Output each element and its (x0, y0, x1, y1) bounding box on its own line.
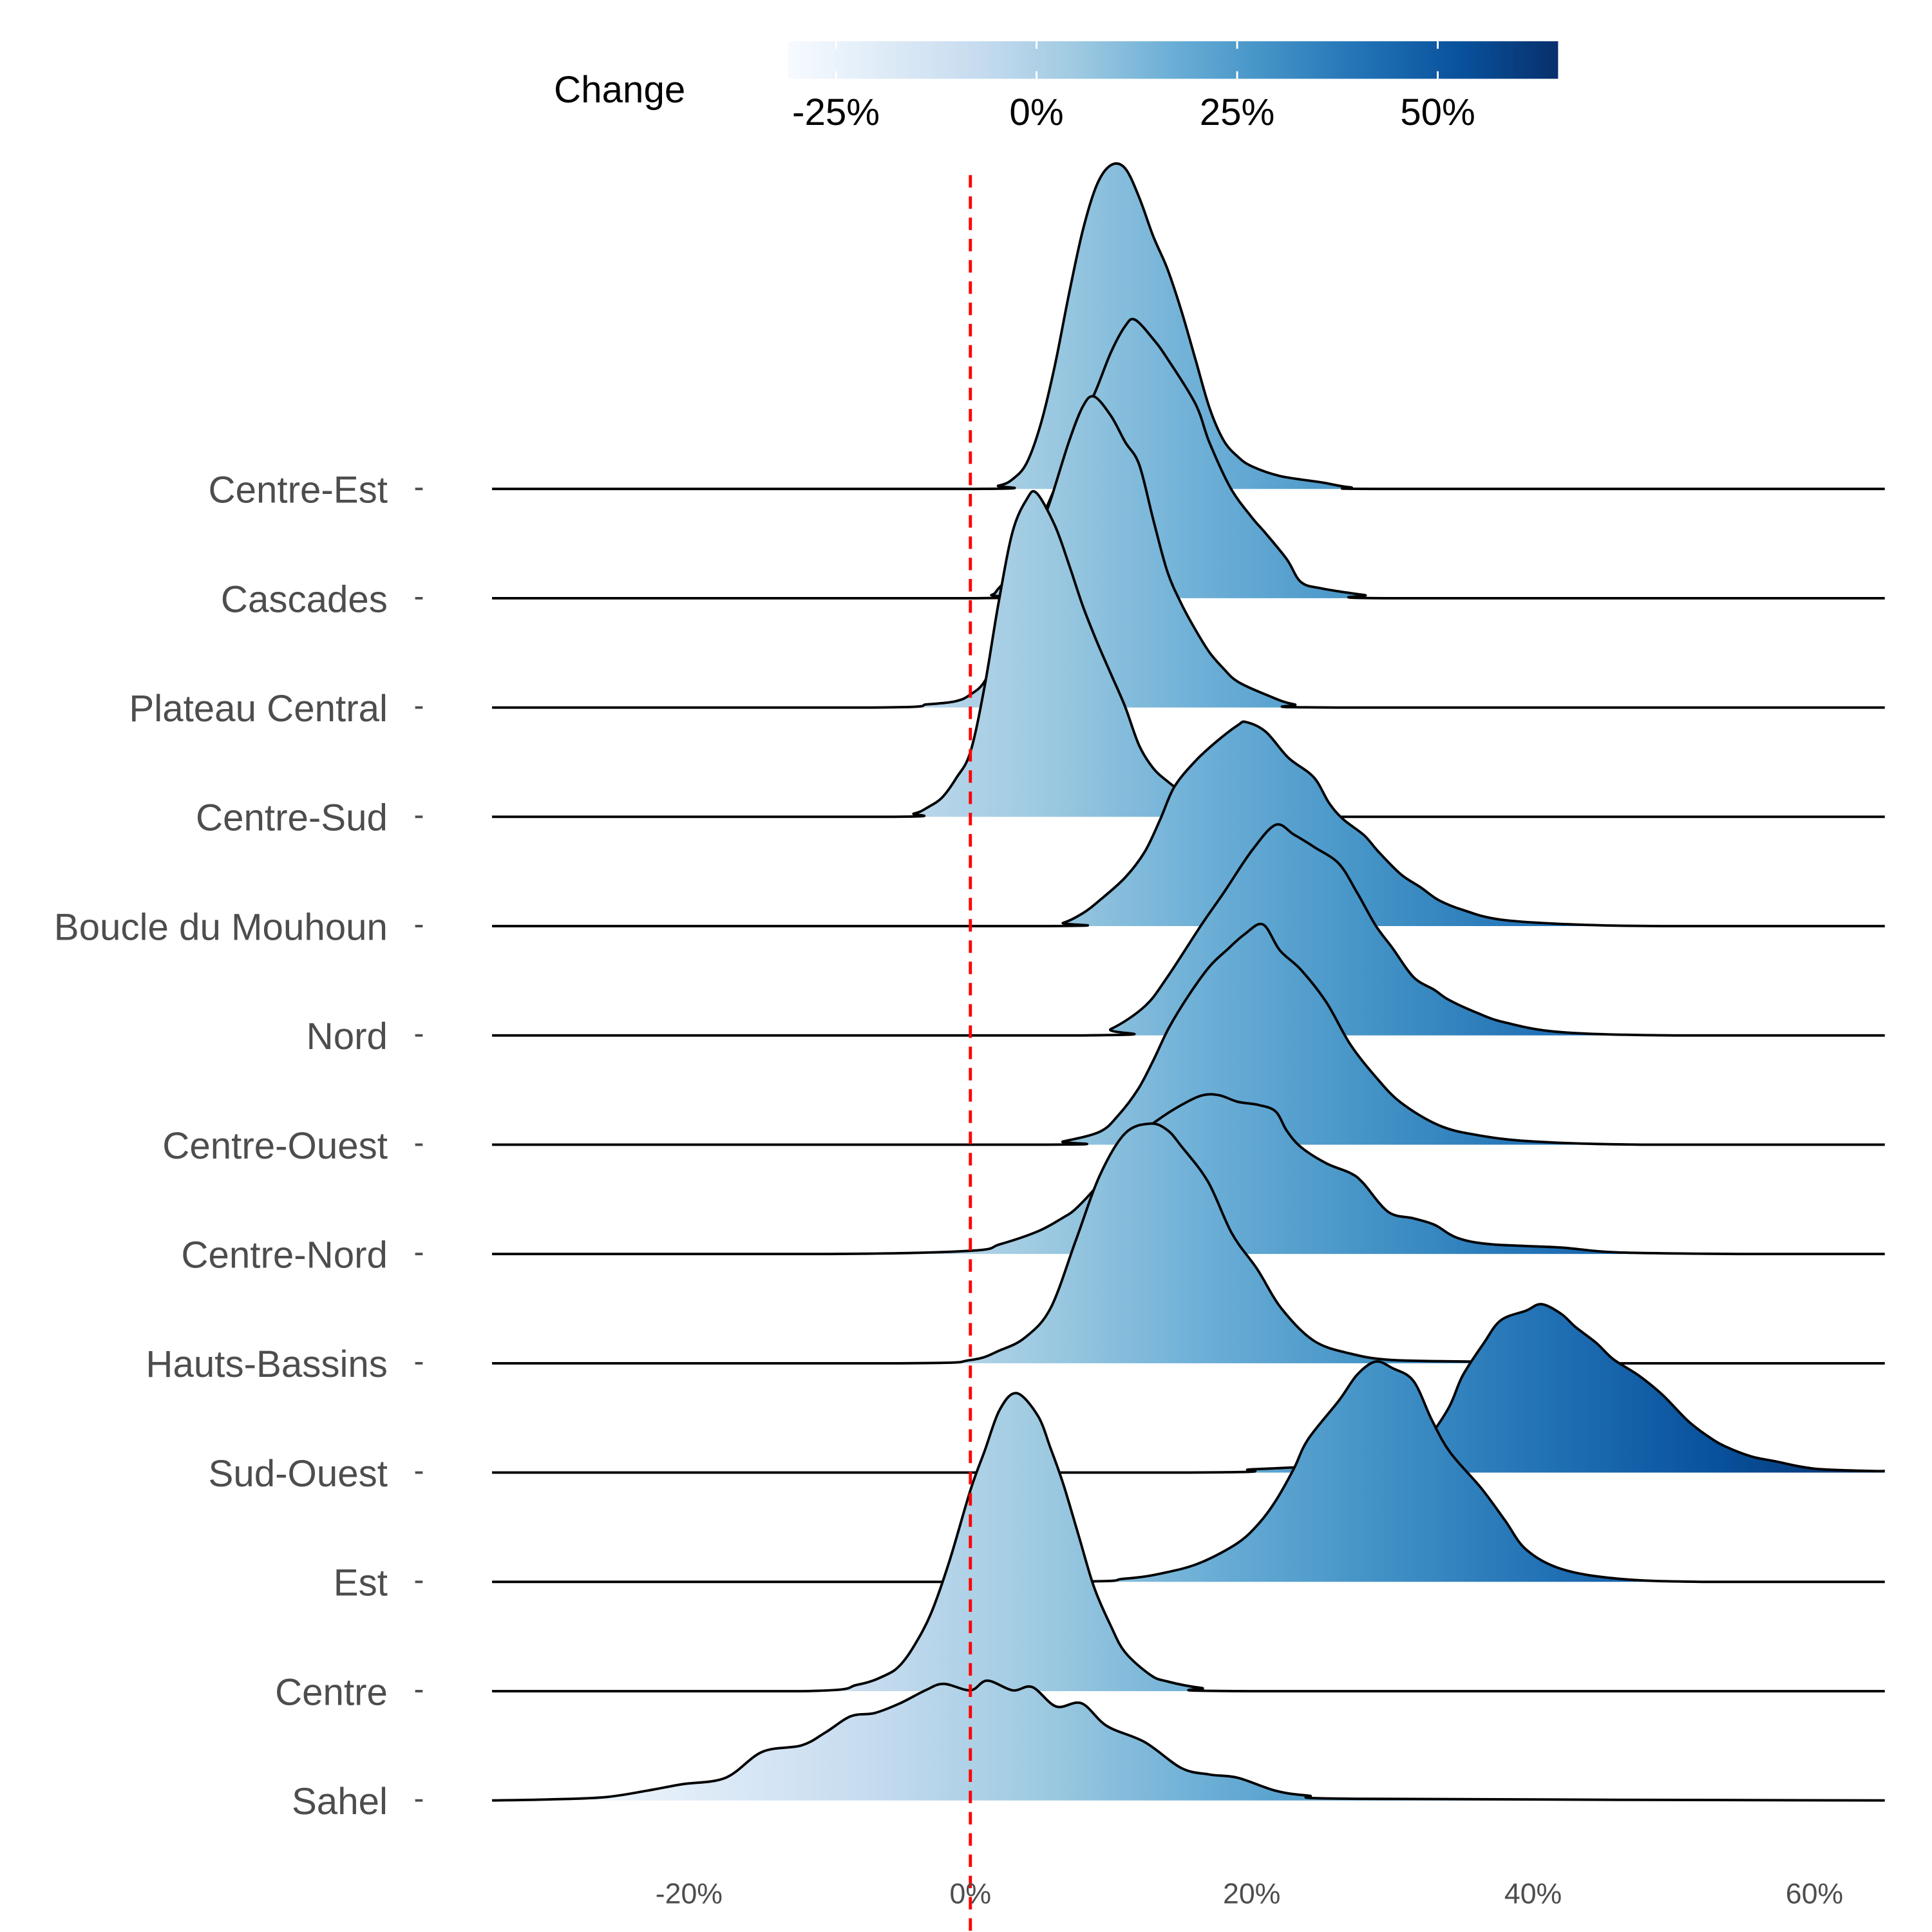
y-tick-label: Centre-Ouest (162, 1125, 388, 1167)
ridge-outline (492, 1392, 1885, 1692)
ridge-area (492, 824, 1885, 1036)
ridge-outline (492, 1093, 1885, 1256)
ridges (492, 162, 1885, 1802)
ridge-sud-ouest (492, 1303, 1885, 1474)
ridge-outline (492, 823, 1885, 1037)
ridge-area (492, 923, 1885, 1145)
legend-tick-label: 0% (1009, 91, 1063, 133)
ridge-hauts-bassins (492, 1122, 1885, 1365)
x-axis-labels: -20% 0% 20% 40% 60% (656, 1878, 1843, 1909)
y-tick-label: Cascades (221, 578, 388, 620)
ridge-outline (492, 1360, 1885, 1584)
ridge-cascades (492, 317, 1885, 600)
y-axis-labels: Centre-Est Cascades Plateau Central Centre-… (54, 469, 423, 1823)
y-tick-label: Centre-Sud (196, 797, 388, 839)
ridge-area (492, 721, 1885, 927)
ridge-outline (492, 317, 1885, 600)
ridge-area (492, 1680, 1885, 1801)
ridge-sahel (492, 1679, 1885, 1802)
x-tick-label: 0% (950, 1878, 992, 1909)
ridge-area (492, 396, 1885, 708)
y-tick-label: Sahel (292, 1781, 388, 1823)
ridge-plateau-central (492, 395, 1885, 709)
x-tick-label: -20% (656, 1878, 723, 1909)
ridge-outline (492, 720, 1885, 928)
y-tick-label: Sud-Ouest (208, 1453, 387, 1495)
ridge-outline (492, 162, 1885, 491)
legend-tick-label: -25% (792, 91, 880, 133)
ridge-est (492, 1360, 1885, 1584)
ridge-nord (492, 823, 1885, 1037)
legend-title: Change (554, 69, 685, 111)
x-tick-label: 60% (1786, 1878, 1843, 1909)
ridge-area (492, 1304, 1885, 1473)
y-tick-label: Est (334, 1562, 388, 1604)
y-tick-label: Hauts-Bassins (146, 1343, 388, 1385)
y-tick-label: Centre (275, 1671, 388, 1713)
legend-colorbar (788, 41, 1558, 79)
ridge-outline (492, 1679, 1885, 1802)
ridge-outline (492, 922, 1885, 1146)
ridge-area (492, 1123, 1885, 1363)
y-tick-label: Centre-Nord (181, 1235, 388, 1276)
legend-tick-label: 25% (1200, 91, 1275, 133)
x-tick-label: 40% (1504, 1878, 1562, 1909)
ridge-centre-ouest (492, 922, 1885, 1146)
y-tick-label: Plateau Central (129, 688, 388, 730)
ridge-outline (492, 1122, 1885, 1365)
x-tick-label: 20% (1223, 1878, 1280, 1909)
y-tick-label: Centre-Est (209, 469, 388, 511)
y-tick-label: Nord (307, 1016, 388, 1057)
ridge-boucle-du-mouhoun (492, 720, 1885, 928)
legend-tick-label: 50% (1400, 91, 1475, 133)
ridge-area (492, 319, 1885, 598)
legend: Change -25% 0% 25% 50% (554, 41, 1558, 133)
ridge-outline (492, 1303, 1885, 1474)
y-tick-label: Boucle du Mouhoun (54, 906, 388, 948)
ridge-centre (492, 1392, 1885, 1692)
ridge-outline (492, 395, 1885, 709)
